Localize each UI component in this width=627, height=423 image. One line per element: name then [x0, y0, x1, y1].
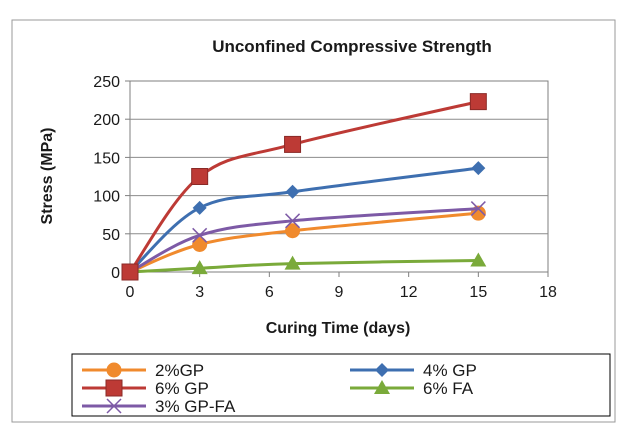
legend-label: 6% GP [155, 379, 209, 398]
data-point [285, 184, 300, 199]
legend-box [71, 353, 611, 417]
legend-entry: 6% FA [350, 379, 474, 398]
x-tick-label: 3 [195, 284, 204, 301]
series-line [129, 211, 479, 274]
y-tick-label: 200 [93, 112, 120, 129]
data-point [191, 260, 208, 275]
data-point [284, 255, 301, 270]
legend-entry: 2%GP [82, 361, 204, 380]
series-line [129, 207, 479, 274]
data-point [469, 93, 487, 111]
data-point [470, 201, 486, 217]
series-line [128, 166, 479, 274]
series-line [129, 259, 479, 274]
data-point-stroke [285, 213, 301, 229]
data-point [121, 263, 139, 281]
data-point-stroke [192, 227, 208, 243]
x-tick-label: 15 [469, 284, 487, 301]
axes: 0 50 100 150 200 250 0 3 6 9 12 15 18 [93, 74, 557, 301]
legend-swatch-marker-stroke [106, 398, 122, 414]
chart-title: Unconfined Compressive Strength [212, 37, 492, 56]
data-point [470, 252, 487, 267]
series-line [128, 100, 479, 273]
x-tick-label: 9 [335, 284, 344, 301]
data-point [192, 200, 207, 215]
legend-entry: 4% GP [350, 361, 477, 380]
legend-swatch-marker [374, 380, 390, 394]
y-tick-label: 150 [93, 150, 120, 167]
x-tick-label: 0 [126, 284, 135, 301]
data-point-stroke [470, 201, 486, 217]
data-point [284, 135, 302, 153]
x-tick-label: 18 [539, 284, 557, 301]
legend-swatch-marker [106, 362, 122, 378]
y-tick-label: 0 [111, 265, 120, 282]
y-tick-label: 50 [102, 227, 120, 244]
x-tick-label: 12 [400, 284, 418, 301]
legend-label: 2%GP [155, 361, 204, 380]
y-axis-label: Stress (MPa) [39, 128, 56, 225]
legend-swatch-marker [106, 398, 122, 414]
legend-entry: 3% GP-FA [82, 397, 236, 416]
data-point [285, 223, 301, 239]
y-tick-label: 100 [93, 189, 120, 206]
x-axis-label: Curing Time (days) [266, 320, 411, 337]
series-layer [121, 93, 487, 281]
data-point [191, 168, 209, 185]
legend-label: 4% GP [423, 361, 477, 380]
legend-entry: 6% GP [82, 379, 209, 398]
legend-swatch-marker [105, 379, 123, 397]
legend-label: 3% GP-FA [155, 397, 236, 416]
data-point [192, 227, 208, 243]
x-tick-label: 6 [265, 284, 274, 301]
legend: 2%GP 4% GP 6% GP 6% FA 3% GP-FA [82, 361, 477, 416]
y-tick-label: 250 [93, 74, 120, 91]
legend-label: 6% FA [423, 379, 474, 398]
data-point [285, 213, 301, 229]
data-point [192, 236, 208, 252]
data-point [471, 161, 486, 176]
legend-swatch-marker [375, 363, 389, 377]
